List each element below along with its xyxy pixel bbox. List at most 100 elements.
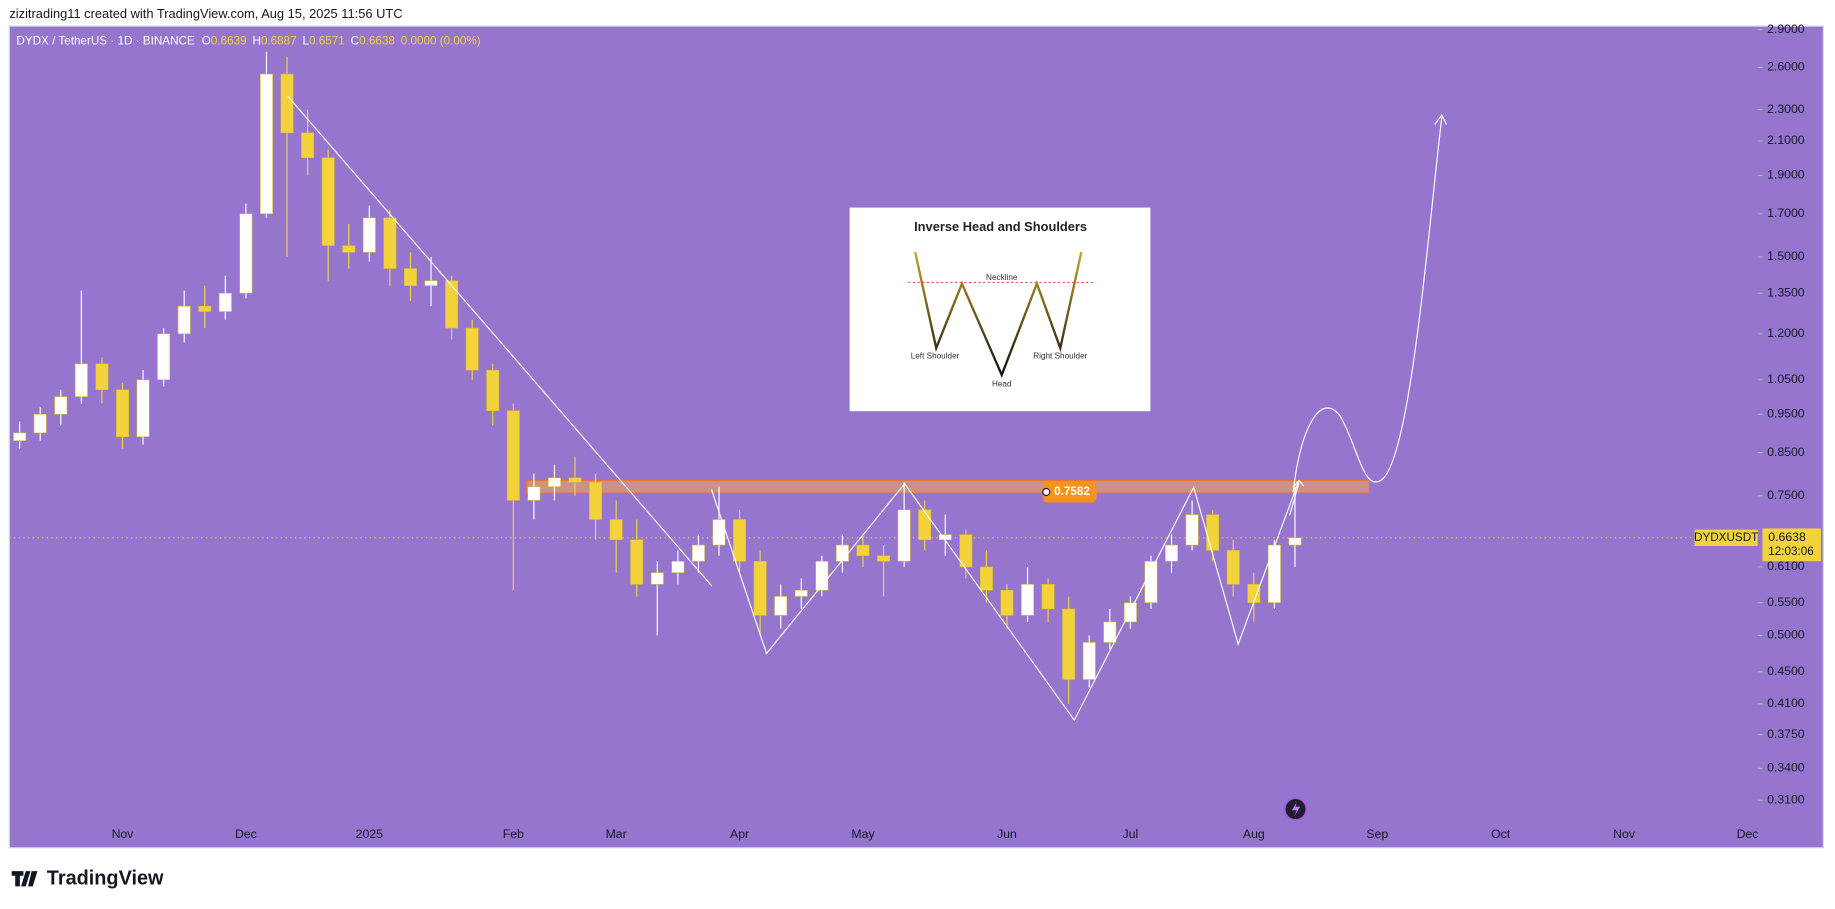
pattern-shape [914, 251, 1083, 379]
candle-body [1000, 590, 1014, 616]
y-tick-label: 0.8500 [1767, 445, 1805, 459]
candle-body [218, 292, 232, 312]
y-tick-label: 1.2000 [1767, 326, 1805, 340]
y-tick-label: 2.6000 [1767, 60, 1805, 74]
candle-body [506, 410, 520, 501]
candle-body [1165, 544, 1178, 562]
candle-body [630, 539, 644, 585]
candle-body [1247, 584, 1261, 603]
candle-body [794, 590, 808, 597]
y-tick-label: 0.7500 [1767, 488, 1805, 502]
change: 0.0000 (0.00%) [401, 34, 481, 47]
price-tag: 0.6638 [1768, 530, 1806, 544]
drawings [287, 96, 1447, 722]
candle-body [1103, 621, 1117, 643]
y-tick-label: 0.3100 [1767, 792, 1805, 806]
y-tick-label: 2.1000 [1767, 133, 1805, 147]
candle-body [835, 544, 849, 562]
y-tick-label: 0.4500 [1767, 664, 1805, 678]
y-tick-label: 1.5000 [1767, 249, 1805, 263]
x-tick-label: Jul [1123, 827, 1139, 841]
projection-curve [1292, 117, 1443, 493]
attribution: zizitrading11 created with TradingView.c… [9, 6, 402, 21]
y-tick-label: 0.3750 [1767, 727, 1805, 741]
candle-body [1226, 550, 1240, 585]
y-tick-label: 0.6100 [1767, 559, 1805, 573]
candle-body [1185, 514, 1199, 546]
candle-body [116, 389, 129, 438]
x-tick-label: Dec [235, 827, 257, 841]
candle-body [198, 305, 212, 312]
candle-body [301, 132, 315, 159]
candle-body [753, 561, 767, 616]
head-label: Head [992, 379, 1012, 388]
price-tag-bg [1762, 528, 1821, 562]
inset-frame [849, 207, 1151, 412]
candle-body [13, 432, 27, 441]
ohlc-value: 0.6638 [359, 34, 395, 47]
x-tick-label: Aug [1243, 827, 1265, 841]
y-tick-label: 1.0500 [1767, 372, 1805, 386]
inset-title: Inverse Head and Shoulders [914, 219, 1087, 234]
plot-area [9, 51, 1758, 704]
candle-body [1144, 561, 1158, 603]
candle-body [609, 519, 623, 541]
symbol: DYDX / TetherUS · 1D · BINANCE [16, 34, 195, 47]
candle-body [1041, 584, 1055, 610]
level-label: 0.7582 [1054, 485, 1090, 498]
ohlc-value: 0.6887 [261, 34, 297, 47]
neckline-label: Neckline [986, 273, 1018, 282]
candle-body [383, 217, 397, 269]
ohlc-key: O [202, 34, 211, 47]
candle-body [157, 333, 171, 381]
candle-body [1206, 514, 1220, 551]
candle-body [938, 534, 952, 541]
candle-body [527, 486, 541, 501]
candle-body [568, 477, 582, 483]
x-tick-label: Apr [730, 827, 749, 841]
pattern-line [710, 480, 1300, 722]
trendline [287, 96, 712, 586]
candle-body [136, 379, 150, 438]
candle-body [979, 566, 993, 591]
right-shoulder-label: Right Shoulder [1033, 351, 1087, 360]
legend: DYDX / TetherUS · 1D · BINANCE O0.6639 H0.… [16, 34, 480, 47]
candle-body [856, 544, 870, 557]
candle-body [1288, 537, 1302, 546]
ohlc-value: 0.6571 [309, 34, 345, 47]
ohlc-key: C [351, 34, 359, 47]
x-tick-label: Dec [1737, 827, 1759, 841]
arrow-small [1289, 479, 1305, 516]
candle-body [74, 363, 88, 397]
candle-body [877, 555, 891, 562]
inset-image: Inverse Head and Shoulders Neckline Left… [849, 207, 1151, 412]
candle-body [733, 519, 747, 562]
x-tick-label: May [851, 827, 875, 841]
y-tick-label: 1.7000 [1767, 206, 1805, 220]
y-tick-label: 1.3500 [1767, 285, 1805, 299]
y-tick-label: 0.4100 [1767, 696, 1805, 710]
candle-body [321, 157, 335, 246]
brand-logo: TradingView [11, 868, 164, 890]
candle-body [1267, 544, 1281, 603]
lightning-icon [1284, 797, 1307, 821]
candle-body [260, 73, 273, 215]
countdown: 12:03:06 [1768, 545, 1814, 558]
candle-body [774, 596, 788, 616]
candle-body [404, 268, 417, 286]
ticker-tag: DYDXUSDT [1694, 531, 1758, 544]
y-tick-label: 0.9500 [1767, 407, 1805, 421]
level-anchor [1042, 487, 1051, 497]
x-tick-label: Mar [606, 827, 627, 841]
resistance-zone [526, 479, 1370, 494]
y-tick-label: 2.9000 [1767, 22, 1805, 36]
candle-body [239, 213, 253, 294]
candle-body [1062, 608, 1076, 680]
candle-body [1021, 584, 1035, 616]
x-tick-label: Nov [1613, 827, 1636, 841]
y-tick-label: 1.9000 [1767, 168, 1805, 182]
level-label-bg [1042, 481, 1097, 503]
candle-body [589, 481, 603, 520]
